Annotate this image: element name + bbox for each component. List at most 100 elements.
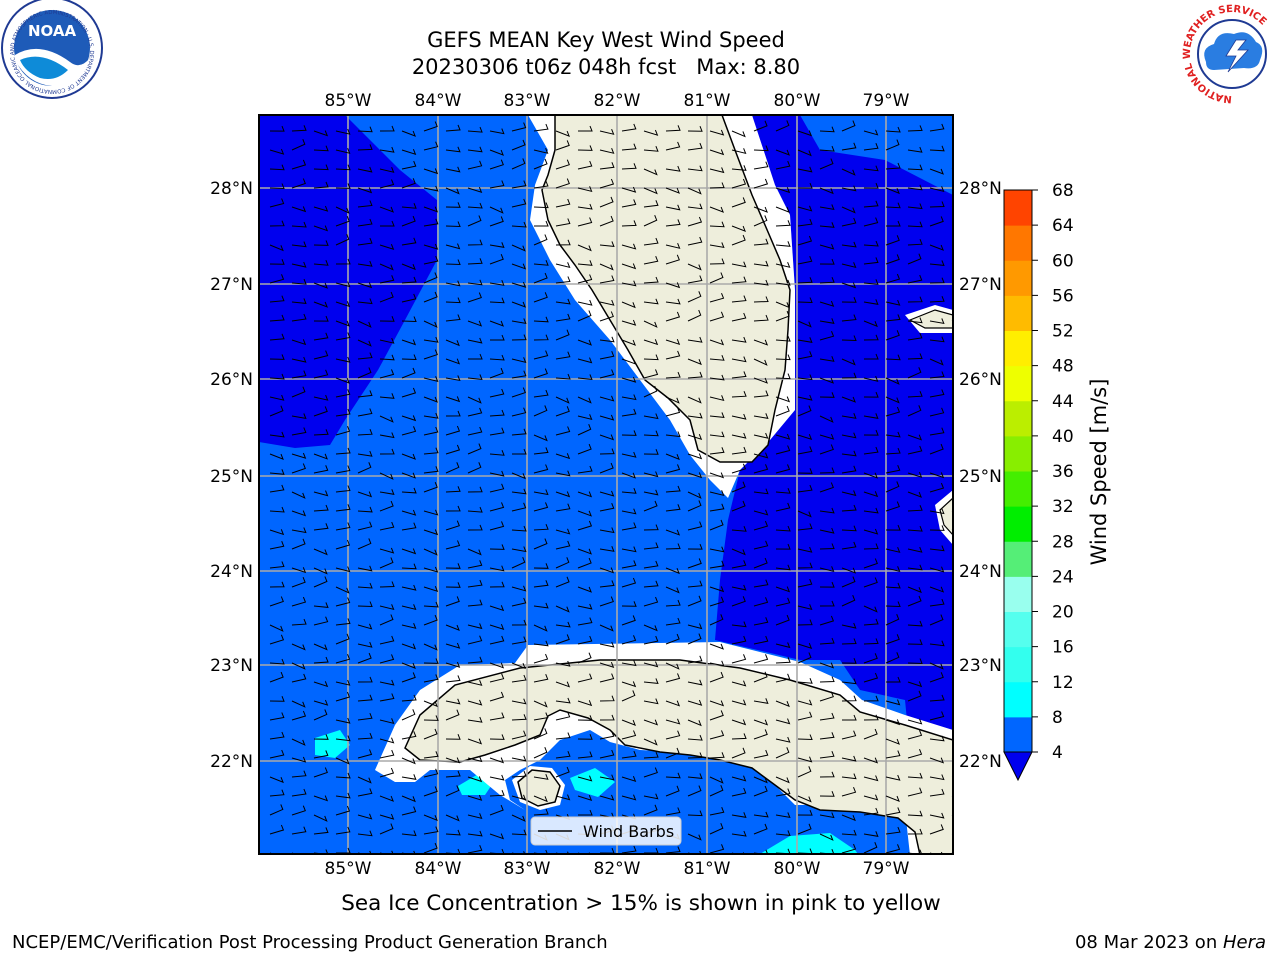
wind-barb bbox=[511, 730, 527, 740]
wind-barb bbox=[555, 140, 570, 151]
wind-barb bbox=[731, 234, 746, 246]
wind-barb bbox=[335, 389, 351, 398]
wind-barb bbox=[775, 812, 791, 819]
wind-barb bbox=[687, 236, 703, 246]
wind-barb bbox=[489, 790, 505, 797]
wind-barb bbox=[357, 298, 373, 305]
wind-barb bbox=[335, 301, 351, 308]
wind-barb bbox=[379, 167, 395, 173]
wind-barb bbox=[687, 655, 703, 664]
wind-barb bbox=[863, 831, 879, 837]
wind-barb bbox=[269, 776, 284, 784]
wind-barb bbox=[819, 318, 835, 324]
wind-barb bbox=[665, 586, 680, 594]
wind-barb bbox=[379, 415, 394, 423]
wind-barb bbox=[951, 415, 953, 417]
wind-barb bbox=[357, 641, 373, 648]
wind-barb bbox=[907, 221, 923, 228]
wind-barb bbox=[423, 376, 439, 383]
wind-barb bbox=[357, 830, 373, 837]
wind-barb bbox=[885, 795, 900, 802]
wind-barb bbox=[269, 148, 285, 155]
wind-barb bbox=[335, 757, 350, 765]
wind-barb bbox=[269, 354, 285, 360]
wind-barb bbox=[929, 216, 944, 227]
wind-barb bbox=[291, 788, 307, 797]
wind-barb bbox=[775, 776, 790, 784]
wind-barb bbox=[313, 699, 329, 706]
wind-barb bbox=[489, 635, 505, 645]
wind-barb bbox=[709, 206, 724, 213]
colorbar-segment bbox=[1004, 471, 1032, 507]
wind-barb bbox=[269, 596, 284, 607]
wind-barb bbox=[929, 545, 945, 552]
wind-barb bbox=[599, 263, 614, 271]
wind-barb bbox=[511, 636, 527, 645]
wind-barb bbox=[841, 755, 857, 762]
wind-barb bbox=[423, 751, 439, 759]
wind-barb bbox=[863, 240, 879, 247]
wind-barb bbox=[380, 220, 395, 227]
wind-barb bbox=[863, 472, 878, 479]
wind-barb bbox=[885, 614, 900, 626]
wind-barb bbox=[775, 279, 791, 286]
lat-label: 27°N bbox=[959, 275, 1002, 295]
wind-barb bbox=[885, 254, 900, 265]
wind-barb bbox=[313, 130, 329, 137]
wind-barb bbox=[731, 699, 747, 706]
wind-barb bbox=[401, 316, 417, 323]
wind-barb bbox=[423, 336, 439, 343]
wind-barb bbox=[885, 547, 901, 553]
wind-barb bbox=[555, 794, 571, 801]
wind-barb bbox=[797, 205, 813, 212]
wind-barb bbox=[841, 335, 857, 342]
wind-barb bbox=[819, 600, 835, 607]
wind-barb bbox=[357, 601, 373, 608]
wind-barb bbox=[951, 738, 953, 740]
wind-barb bbox=[819, 527, 835, 534]
wind-barb bbox=[511, 370, 527, 379]
wind-barb bbox=[907, 620, 923, 627]
wind-barb bbox=[489, 581, 505, 588]
wind-zone-8-12-c bbox=[570, 768, 615, 797]
wind-barb bbox=[731, 500, 746, 512]
wind-barb bbox=[709, 643, 724, 650]
wind-barb bbox=[665, 311, 681, 322]
wind-barb bbox=[709, 431, 725, 438]
wind-barb bbox=[269, 749, 285, 759]
wind-barb bbox=[885, 844, 901, 854]
wind-barb bbox=[533, 674, 549, 683]
wind-barb bbox=[467, 680, 483, 686]
wind-barb bbox=[819, 258, 835, 265]
wind-barb bbox=[775, 396, 791, 403]
wind-barb bbox=[819, 771, 835, 778]
wind-barb bbox=[401, 830, 417, 837]
wind-barb bbox=[841, 282, 857, 289]
wind-barb bbox=[665, 339, 681, 345]
wind-barb bbox=[423, 412, 439, 419]
lon-label: 83°W bbox=[504, 859, 551, 879]
wind-barb bbox=[731, 830, 747, 837]
wind-barb bbox=[621, 560, 637, 569]
wind-barb bbox=[489, 804, 504, 816]
wind-barb bbox=[313, 616, 329, 626]
wind-barb bbox=[687, 595, 702, 607]
wind-barb bbox=[885, 465, 901, 474]
wind-barb bbox=[401, 178, 416, 189]
wind-barb bbox=[467, 160, 483, 170]
wind-barb bbox=[335, 128, 351, 135]
wind-barb bbox=[907, 445, 923, 455]
wind-barb bbox=[951, 358, 953, 360]
wind-barb bbox=[511, 158, 526, 170]
wind-barb bbox=[775, 543, 791, 550]
wind-barb bbox=[577, 603, 593, 610]
wind-barb bbox=[621, 358, 637, 365]
wind-barb bbox=[335, 522, 351, 531]
wind-barb bbox=[929, 186, 945, 193]
wind-barb bbox=[511, 525, 527, 532]
wind-barb bbox=[797, 523, 813, 531]
wind-barb bbox=[841, 787, 857, 797]
lat-label: 24°N bbox=[959, 562, 1002, 582]
wind-barb bbox=[423, 243, 439, 250]
wind-barb bbox=[467, 337, 483, 344]
